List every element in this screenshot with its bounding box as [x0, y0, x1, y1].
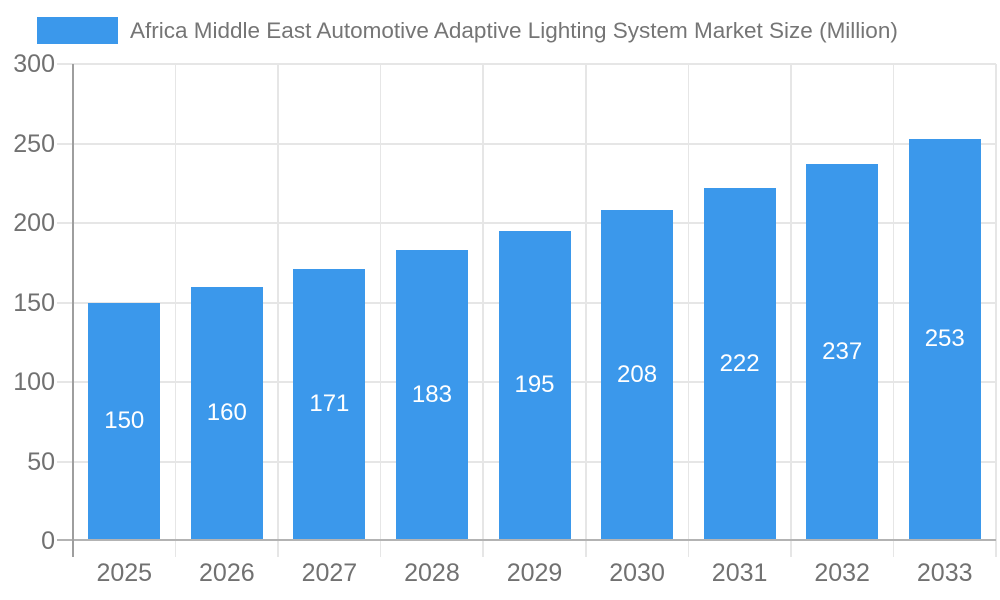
bar-value-label: 253 — [924, 324, 965, 352]
legend-item[interactable]: Africa Middle East Automotive Adaptive L… — [37, 17, 898, 44]
x-gridline — [174, 64, 177, 557]
bar-value-label: 237 — [822, 337, 863, 365]
bar — [601, 210, 674, 539]
bar — [88, 302, 161, 539]
x-gridline — [585, 64, 587, 557]
bar — [395, 250, 468, 539]
x-gridline — [482, 64, 484, 557]
x-gridline — [277, 64, 279, 557]
y-tick-label: 0 — [41, 527, 55, 555]
x-gridline — [687, 64, 690, 557]
y-gridline — [57, 63, 996, 65]
bar — [498, 230, 571, 539]
x-tick-label: 2027 — [301, 559, 358, 587]
bar — [806, 164, 879, 539]
bar — [703, 188, 776, 539]
x-tick-label: 2028 — [404, 559, 460, 587]
y-tick-label: 50 — [27, 447, 55, 476]
y-tick-label: 250 — [13, 129, 55, 158]
bar-value-label: 171 — [309, 390, 350, 418]
y-gridline — [57, 142, 996, 145]
y-tick-label: 200 — [13, 209, 55, 237]
x-axis-line — [57, 539, 996, 541]
x-tick-label: 2029 — [506, 559, 563, 587]
bar-value-label: 222 — [719, 349, 760, 377]
y-tick-label: 100 — [13, 368, 55, 396]
x-gridline — [995, 64, 997, 557]
y-gridline — [57, 222, 996, 224]
bar-value-label: 150 — [104, 406, 145, 434]
bar — [908, 138, 981, 539]
x-tick-label: 2025 — [96, 559, 153, 587]
legend-swatch-icon — [37, 17, 118, 44]
y-tick-label: 300 — [13, 50, 55, 78]
bar-value-label: 183 — [411, 380, 452, 408]
x-tick-label: 2030 — [609, 559, 665, 587]
y-tick-label: 150 — [13, 288, 55, 317]
x-tick-label: 2033 — [916, 559, 973, 587]
x-tick-label: 2026 — [199, 559, 255, 587]
x-tick-label: 2032 — [814, 559, 870, 587]
legend-label: Africa Middle East Automotive Adaptive L… — [130, 17, 898, 43]
x-tick-label: 2031 — [711, 559, 768, 587]
x-gridline — [892, 64, 895, 557]
bar-value-label: 160 — [206, 398, 247, 426]
x-gridline — [790, 64, 792, 557]
bar-value-label: 195 — [514, 370, 555, 398]
bar — [190, 286, 263, 539]
y-axis-line — [72, 64, 74, 557]
x-gridline — [379, 64, 382, 557]
bar-value-label: 208 — [617, 360, 658, 388]
bar — [293, 269, 366, 539]
